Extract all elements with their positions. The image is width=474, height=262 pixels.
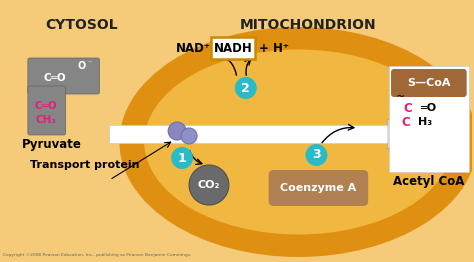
Ellipse shape xyxy=(119,27,474,257)
Circle shape xyxy=(305,144,328,166)
Text: Acetyl CoA: Acetyl CoA xyxy=(393,175,465,188)
Text: Coenzyme A: Coenzyme A xyxy=(280,183,356,193)
FancyBboxPatch shape xyxy=(28,86,66,135)
Text: C: C xyxy=(403,101,412,114)
Text: H₃: H₃ xyxy=(418,117,432,127)
Text: ═O: ═O xyxy=(420,103,436,113)
Text: Copyright ©2008 Pearson Education, Inc., publishing as Pearson Benjamin Cummings: Copyright ©2008 Pearson Education, Inc.,… xyxy=(3,253,191,257)
Text: + H⁺: + H⁺ xyxy=(259,41,289,54)
Circle shape xyxy=(189,165,229,205)
Text: Transport protein: Transport protein xyxy=(30,160,139,170)
Text: ⁻: ⁻ xyxy=(87,58,92,68)
Text: ~: ~ xyxy=(396,92,406,102)
Circle shape xyxy=(235,77,257,99)
Text: 2: 2 xyxy=(241,81,250,95)
FancyBboxPatch shape xyxy=(269,170,368,206)
Text: 3: 3 xyxy=(312,149,321,161)
Text: CO₂: CO₂ xyxy=(198,180,220,190)
FancyBboxPatch shape xyxy=(391,69,467,97)
FancyBboxPatch shape xyxy=(389,66,469,172)
Text: S—CoA: S—CoA xyxy=(407,78,451,88)
Text: C═O: C═O xyxy=(35,101,57,111)
Text: O: O xyxy=(77,61,86,71)
Polygon shape xyxy=(388,119,410,149)
Text: CH₃: CH₃ xyxy=(35,115,56,125)
Ellipse shape xyxy=(144,50,453,234)
Text: MITOCHONDRION: MITOCHONDRION xyxy=(240,18,377,32)
Text: NADH: NADH xyxy=(213,41,252,54)
Text: CYTOSOL: CYTOSOL xyxy=(46,18,118,32)
Circle shape xyxy=(171,147,193,169)
Text: C═O: C═O xyxy=(44,73,66,83)
FancyBboxPatch shape xyxy=(28,58,100,94)
Circle shape xyxy=(181,128,197,144)
Text: NAD⁺: NAD⁺ xyxy=(176,41,211,54)
Text: Pyruvate: Pyruvate xyxy=(22,138,82,151)
FancyBboxPatch shape xyxy=(211,37,255,59)
Bar xyxy=(109,125,388,143)
Text: C: C xyxy=(401,116,410,128)
Text: 1: 1 xyxy=(178,151,186,165)
Circle shape xyxy=(168,122,186,140)
